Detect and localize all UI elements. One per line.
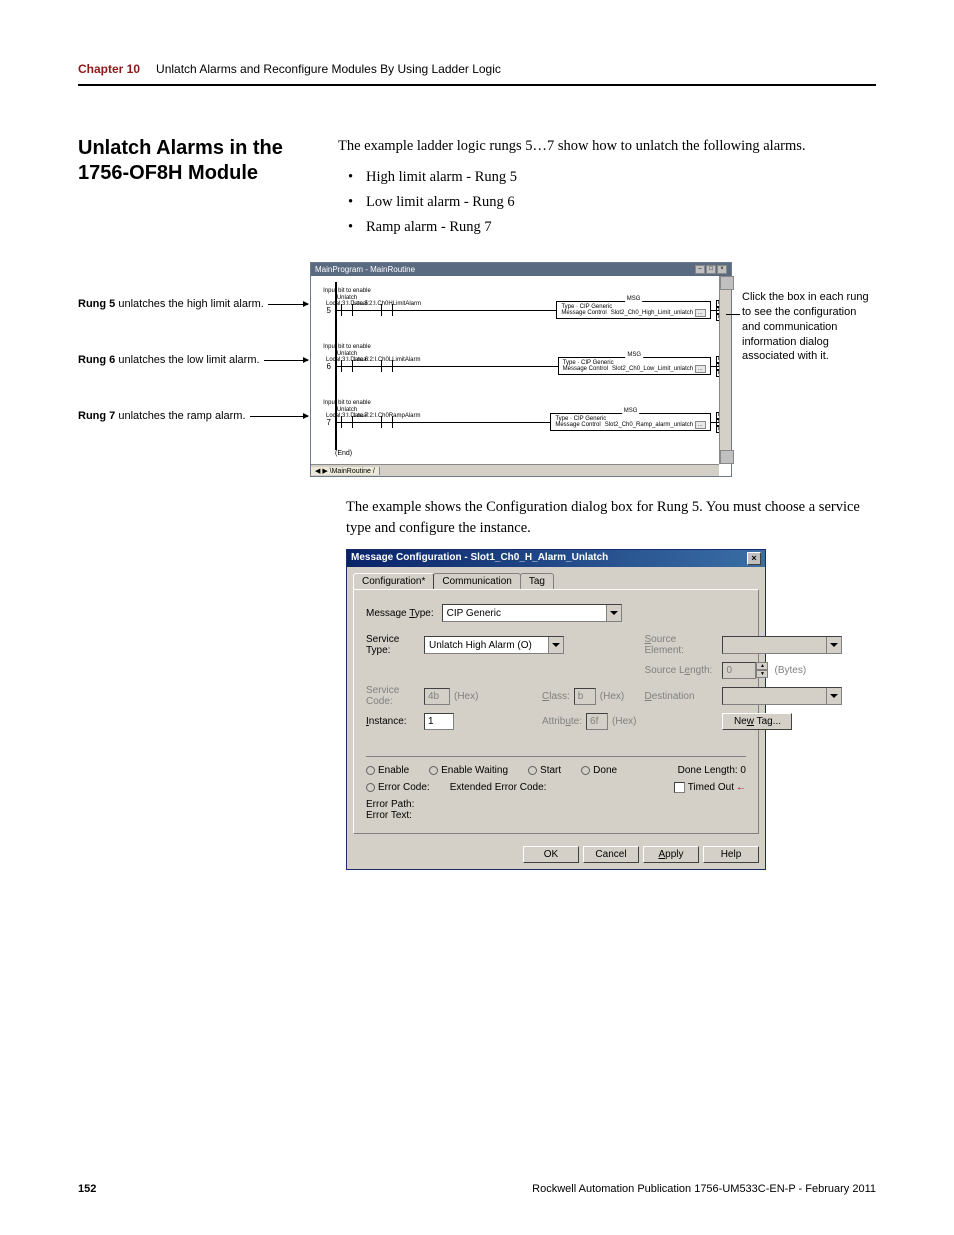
tab-configuration[interactable]: Configuration* bbox=[353, 573, 434, 589]
xic-contact: Input bit to enable UnlatchLocal:3:I.Dat… bbox=[341, 360, 353, 372]
callout-rung5: Rung 5 unlatches the high limit alarm. bbox=[78, 298, 264, 310]
ellipsis-button[interactable]: … bbox=[695, 309, 706, 317]
chevron-down-icon bbox=[826, 688, 841, 704]
callout-rung7: Rung 7 unlatches the ramp alarm. bbox=[78, 410, 246, 422]
service-type-label: Service Type: bbox=[366, 634, 416, 656]
xic-contact: Local:2:I.Ch0RampAlarm bbox=[381, 416, 393, 428]
paragraph-2: The example shows the Configuration dial… bbox=[346, 497, 876, 539]
msg-instruction[interactable]: MSG Type · CIP Generic Message ControlSl… bbox=[556, 301, 710, 319]
rung-row: 6 Input bit to enable UnlatchLocal:3:I.D… bbox=[313, 338, 729, 394]
xic-contact: Local:2:I.Ch0LLimitAlarm bbox=[381, 360, 393, 372]
done-length: Done Length: 0 bbox=[678, 765, 746, 776]
ladder-titlebar: MainProgram - MainRoutine – □ × bbox=[311, 263, 731, 276]
page-number: 152 bbox=[78, 1183, 96, 1195]
routine-tab[interactable]: ◀ ▶ \MainRoutine / bbox=[311, 467, 380, 475]
page-header: Chapter 10 Unlatch Alarms and Reconfigur… bbox=[78, 60, 876, 86]
service-code-field: 4b bbox=[424, 688, 450, 705]
status-error-code: Error Code: bbox=[366, 782, 430, 793]
source-length-label: Source Length: bbox=[644, 665, 714, 676]
message-type-combo[interactable]: CIP Generic bbox=[442, 604, 622, 622]
instance-field[interactable]: 1 bbox=[424, 713, 454, 730]
ladder-title: MainProgram - MainRoutine bbox=[315, 265, 415, 274]
dialog-tabs: Configuration* Communication Tag bbox=[353, 573, 759, 589]
attribute-label: Attribute: bbox=[542, 716, 582, 727]
apply-button[interactable]: Apply bbox=[643, 846, 699, 863]
maximize-icon[interactable]: □ bbox=[706, 265, 716, 274]
xic-contact: Input bit to enable UnlatchLocal:3:I.Dat… bbox=[341, 416, 353, 428]
error-path: Error Path: bbox=[366, 799, 746, 810]
ladder-figure: Rung 5 unlatches the high limit alarm. R… bbox=[78, 262, 876, 477]
bullet-item: High limit alarm - Rung 5 bbox=[366, 167, 876, 188]
callout-rung6: Rung 6 unlatches the low limit alarm. bbox=[78, 354, 260, 366]
chevron-down-icon[interactable] bbox=[548, 637, 563, 653]
xic-contact: Input bit to enable UnlatchLocal:3:I.Dat… bbox=[341, 304, 353, 316]
chevron-down-icon bbox=[826, 637, 841, 653]
instance-label: Instance: bbox=[366, 716, 416, 727]
class-field: b bbox=[574, 688, 596, 705]
intro-paragraph: The example ladder logic rungs 5…7 show … bbox=[338, 136, 876, 157]
source-length-spinner: 0 ▲▼ bbox=[722, 662, 768, 679]
ellipsis-button[interactable]: … bbox=[695, 421, 706, 429]
bullet-item: Ramp alarm - Rung 7 bbox=[366, 217, 876, 238]
end-rung: (End) bbox=[313, 450, 729, 457]
status-done: Done bbox=[581, 765, 617, 776]
rung-row: 7 Input bit to enable UnlatchLocal:3:I.D… bbox=[313, 394, 729, 450]
status-start: Start bbox=[528, 765, 561, 776]
destination-combo bbox=[722, 687, 842, 705]
destination-label: Destination bbox=[644, 691, 714, 702]
status-enable-waiting: Enable Waiting bbox=[429, 765, 508, 776]
class-label: Class: bbox=[542, 691, 570, 702]
close-icon[interactable]: × bbox=[747, 552, 761, 565]
tab-communication[interactable]: Communication bbox=[433, 573, 520, 589]
attribute-field: 6f bbox=[586, 713, 608, 730]
close-icon[interactable]: × bbox=[717, 265, 727, 274]
cancel-button[interactable]: Cancel bbox=[583, 846, 639, 863]
dialog-title: Message Configuration - Slot1_Ch0_H_Alar… bbox=[351, 552, 608, 565]
rung-row: 5 Input bit to enable UnlatchLocal:3:I.D… bbox=[313, 282, 729, 338]
source-element-label: Source Element: bbox=[644, 634, 714, 656]
chevron-down-icon[interactable] bbox=[606, 605, 621, 621]
source-element-combo bbox=[722, 636, 842, 654]
tab-tag[interactable]: Tag bbox=[520, 573, 554, 589]
message-config-dialog: Message Configuration - Slot1_Ch0_H_Alar… bbox=[346, 549, 766, 870]
timed-out-checkbox[interactable]: Timed Out← bbox=[674, 782, 746, 793]
chapter-label: Chapter 10 bbox=[78, 62, 140, 76]
minimize-icon[interactable]: – bbox=[695, 265, 705, 274]
message-type-label: Message Type: bbox=[366, 608, 434, 619]
right-callout: Click the box in each rung to see the co… bbox=[742, 291, 869, 362]
page-footer: 152 Rockwell Automation Publication 1756… bbox=[78, 1183, 876, 1195]
bytes-label: (Bytes) bbox=[774, 665, 806, 676]
ellipsis-button[interactable]: … bbox=[695, 365, 706, 373]
chapter-title: Unlatch Alarms and Reconfigure Modules B… bbox=[156, 62, 501, 76]
msg-instruction[interactable]: MSG Type · CIP Generic Message ControlSl… bbox=[558, 357, 711, 375]
service-code-label: Service Code: bbox=[366, 685, 416, 707]
help-button[interactable]: Help bbox=[703, 846, 759, 863]
section-heading: Unlatch Alarms in the 1756-OF8H Module bbox=[78, 136, 298, 252]
xic-contact: Local:2:I.Ch0HLimitAlarm bbox=[381, 304, 393, 316]
bullet-item: Low limit alarm - Rung 6 bbox=[366, 192, 876, 213]
ladder-window: MainProgram - MainRoutine – □ × 5 Input … bbox=[310, 262, 732, 477]
bullet-list: High limit alarm - Rung 5 Low limit alar… bbox=[338, 167, 876, 238]
scrollbar-vertical[interactable] bbox=[719, 276, 731, 464]
service-type-combo[interactable]: Unlatch High Alarm (O) bbox=[424, 636, 564, 654]
new-tag-button[interactable]: New Tag... bbox=[722, 713, 792, 730]
scrollbar-horizontal[interactable]: ◀ ▶ \MainRoutine / bbox=[311, 464, 719, 476]
dialog-titlebar: Message Configuration - Slot1_Ch0_H_Alar… bbox=[347, 550, 765, 567]
publication-info: Rockwell Automation Publication 1756-UM5… bbox=[532, 1183, 876, 1195]
error-text: Error Text: bbox=[366, 810, 746, 821]
status-enable: Enable bbox=[366, 765, 409, 776]
ok-button[interactable]: OK bbox=[523, 846, 579, 863]
extended-error-code: Extended Error Code: bbox=[450, 782, 547, 793]
msg-instruction[interactable]: MSG Type · CIP Generic Message ControlSl… bbox=[550, 413, 710, 431]
